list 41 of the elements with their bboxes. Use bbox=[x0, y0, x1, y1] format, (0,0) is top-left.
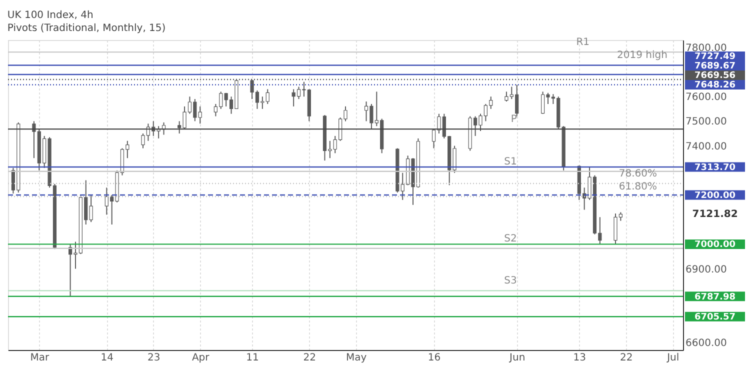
candlestick bbox=[89, 194, 93, 223]
y-tick-label: 7800.00 bbox=[686, 42, 727, 54]
y-tick-label: 6600.00 bbox=[686, 338, 727, 350]
annotation: R1 bbox=[576, 37, 590, 48]
candlestick bbox=[266, 88, 270, 104]
ref-line-label: 7000.00 bbox=[694, 240, 736, 250]
annotation: 2019 high bbox=[616, 50, 668, 62]
annotation: 61.80% bbox=[618, 182, 658, 192]
y-tick-label: 7400.00 bbox=[686, 141, 727, 152]
y-tick-label: 7500.00 bbox=[686, 116, 727, 128]
x-tick-label: May bbox=[346, 352, 367, 364]
ref-line-label: 7689.67 bbox=[694, 62, 736, 72]
x-tick-label: Jun bbox=[508, 352, 526, 364]
x-tick-label: Apr bbox=[192, 352, 210, 364]
ref-line-label: 6705.57 bbox=[694, 312, 736, 323]
x-tick-label: 16 bbox=[428, 352, 441, 364]
ref-line-label: 7669.56 bbox=[694, 71, 736, 82]
ref-line-label: 7648.26 bbox=[694, 80, 736, 91]
chart-subtitle: Pivots (Traditional, Monthly, 15) bbox=[7, 23, 166, 34]
x-tick-label: 22 bbox=[620, 352, 633, 364]
x-tick-label: 23 bbox=[148, 352, 160, 364]
y-tick-label: 6900.00 bbox=[686, 264, 727, 276]
x-tick-label: Jul bbox=[666, 352, 680, 364]
annotation: 78.60% bbox=[618, 168, 658, 180]
ref-line-label: 6787.98 bbox=[694, 292, 736, 302]
chart-title: UK 100 Index, 4h bbox=[7, 10, 94, 22]
annotation: P bbox=[510, 114, 517, 126]
y-tick-label: 7600.00 bbox=[686, 92, 727, 104]
x-tick-label: 13 bbox=[573, 352, 586, 364]
annotation: S1 bbox=[504, 156, 517, 168]
ref-line-label: 7727.49 bbox=[694, 52, 736, 62]
x-tick-label: 22 bbox=[303, 352, 316, 364]
text: 7121.82 bbox=[692, 209, 738, 220]
ref-line-label: 7313.70 bbox=[694, 163, 736, 174]
x-tick-label: Mar bbox=[30, 352, 50, 364]
candlestick bbox=[198, 106, 202, 124]
annotation: S2 bbox=[504, 233, 517, 244]
annotation: S3 bbox=[504, 276, 517, 287]
ref-line-label: 7200.00 bbox=[694, 191, 736, 201]
x-tick-label: 14 bbox=[100, 352, 114, 364]
x-tick-label: 11 bbox=[246, 352, 259, 364]
